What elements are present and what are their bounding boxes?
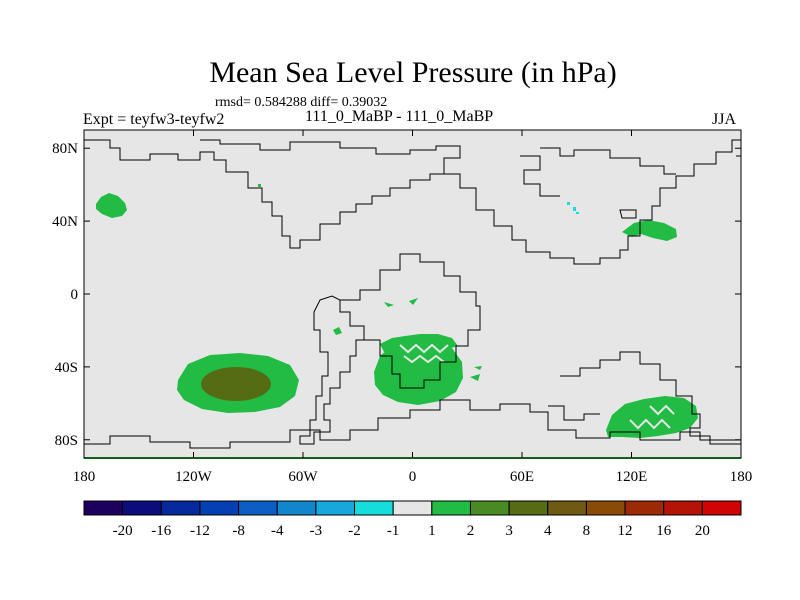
coastline-eurasia xyxy=(444,139,741,265)
experiment-label: Expt = teyfw3-teyfw2 xyxy=(83,111,225,128)
colorbar-swatch xyxy=(315,500,356,516)
colorbar-swatch xyxy=(122,500,162,516)
chart-title: Mean Sea Level Pressure (in hPa) xyxy=(209,56,617,89)
colorbar-label: 16 xyxy=(656,523,672,539)
colorbar-swatch xyxy=(238,500,278,516)
coastline-antarctica xyxy=(84,399,741,449)
anomaly-patch-small-2 xyxy=(384,302,394,307)
anomaly-patch-south-atlantic xyxy=(374,340,463,405)
anomaly-patch-southern-ocean-east xyxy=(606,396,698,438)
lon-tick-label: 120E xyxy=(616,469,648,485)
colorbar-swatch xyxy=(392,500,433,516)
colorbar-swatch xyxy=(160,500,201,516)
colorbar-swatch xyxy=(431,500,471,516)
colorbar-label: -2 xyxy=(348,523,361,539)
season-label: JJA xyxy=(712,111,737,128)
map-area xyxy=(83,129,742,459)
colorbar: -20 -16 -12 -8 -4 -3 -2 -1 1 2 3 4 8 12 16 20 xyxy=(83,500,742,539)
anomaly-patch-small-1 xyxy=(333,327,342,335)
coastline-africa xyxy=(339,253,481,389)
colorbar-label: -12 xyxy=(190,523,210,539)
contour-hatching-atlantic xyxy=(399,343,449,364)
coastlines xyxy=(84,139,741,449)
lon-tick-label: 60W xyxy=(288,469,318,485)
colorbar-label: -4 xyxy=(271,523,284,539)
colorbar-label: 4 xyxy=(544,523,552,539)
anomaly-patch-small-3 xyxy=(409,298,418,305)
colorbar-swatch xyxy=(83,500,124,516)
negative-patch-small-2 xyxy=(573,207,576,211)
anomaly-patch-small-6 xyxy=(258,184,261,187)
colorbar-swatch xyxy=(199,500,240,516)
lat-tick-label: 80N xyxy=(52,141,78,157)
coastline-north-america xyxy=(84,139,461,249)
colorbar-label: -8 xyxy=(232,523,245,539)
lat-tick-label: 40S xyxy=(55,360,78,376)
colorbar-swatch xyxy=(469,500,510,516)
coastline-south-america xyxy=(299,295,365,445)
colorbar-swatch xyxy=(547,500,587,516)
colorbar-swatch xyxy=(624,500,665,516)
colorbar-label: 3 xyxy=(505,523,513,539)
colorbar-label: -3 xyxy=(310,523,323,539)
lon-tick-label: 180 xyxy=(730,469,753,485)
anomaly-patch-small-4 xyxy=(470,374,480,381)
anomaly-core-south-pacific xyxy=(201,367,271,401)
anomaly-patches xyxy=(96,184,698,438)
colorbar-swatch xyxy=(508,500,549,516)
anomaly-patch-small-5 xyxy=(474,366,482,370)
lon-tick-label: 120W xyxy=(175,469,213,485)
colorbar-label: 12 xyxy=(618,523,633,539)
colorbar-label: 2 xyxy=(467,523,475,539)
colorbar-label: 8 xyxy=(583,523,591,539)
lat-tick-label: 80S xyxy=(55,433,78,449)
colorbar-swatch xyxy=(585,500,626,516)
contour-hatching-east xyxy=(629,404,675,430)
colorbar-swatch xyxy=(354,500,394,516)
stats-text: rmsd= 0.584288 diff= 0.39032 xyxy=(215,95,388,110)
lat-tick-label: 40N xyxy=(52,214,78,230)
lon-tick-label: 0 xyxy=(409,469,417,485)
coastline-pacific-islands xyxy=(619,155,741,219)
colorbar-swatch xyxy=(663,500,703,516)
negative-patch-small-3 xyxy=(576,212,579,214)
subtitle: 111_0_MaBP - 111_0_MaBP xyxy=(305,108,494,125)
lat-tick-label: 0 xyxy=(71,287,79,303)
anomaly-patch-atlantic-band xyxy=(380,334,458,352)
map-axes: 80N 40N 0 40S 80S 180 120W 60W 0 60E 120E 180 xyxy=(52,130,752,485)
colorbar-label: -1 xyxy=(387,523,400,539)
colorbar-label: 1 xyxy=(428,523,436,539)
lon-tick-label: 60E xyxy=(510,469,534,485)
colorbar-swatch xyxy=(701,500,742,516)
colorbar-label: 20 xyxy=(695,523,710,539)
anomaly-patch-north-pacific xyxy=(96,193,127,218)
negative-patch-small-1 xyxy=(567,202,570,205)
lon-tick-label: 180 xyxy=(73,469,96,485)
colorbar-swatch xyxy=(276,500,317,516)
colorbar-label: -20 xyxy=(113,523,133,539)
colorbar-label: -16 xyxy=(151,523,171,539)
